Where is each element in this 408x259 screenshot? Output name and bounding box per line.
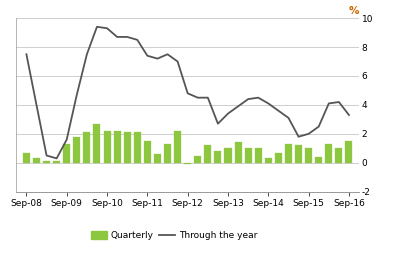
Bar [245,148,252,163]
Bar [43,161,50,163]
Bar [315,157,322,163]
Bar [93,124,100,163]
Text: %: % [348,6,359,16]
Bar [53,161,60,163]
Bar [184,163,191,164]
Bar [174,131,181,163]
Bar [104,131,111,163]
Bar [33,159,40,163]
Bar [285,144,292,163]
Bar [63,144,70,163]
Bar [124,132,131,163]
Bar [305,148,312,163]
Bar [83,132,91,163]
Bar [23,153,30,163]
Bar [73,137,80,163]
Bar [265,158,272,163]
Bar [275,153,282,163]
Bar [224,148,231,163]
Bar [255,148,262,163]
Bar [134,132,141,163]
Bar [194,156,201,163]
Bar [235,142,242,163]
Bar [325,144,333,163]
Bar [144,141,151,163]
Bar [346,141,353,163]
Bar [204,145,211,163]
Bar [154,154,161,163]
Bar [335,148,342,163]
Legend: Quarterly, Through the year: Quarterly, Through the year [87,227,261,244]
Bar [214,151,222,163]
Bar [113,131,121,163]
Bar [164,144,171,163]
Bar [295,145,302,163]
